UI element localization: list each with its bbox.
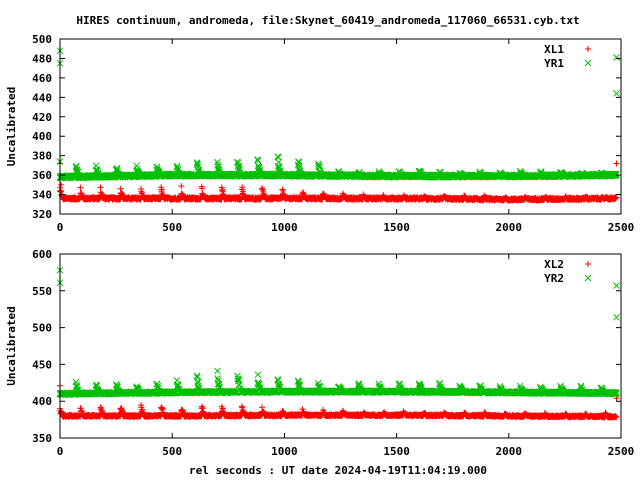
plot-frame [59, 38, 622, 215]
x-axis-label: rel seconds : UT date 2024-04-19T11:04:1… [189, 464, 487, 477]
x-tick-label: 1000 [271, 221, 298, 234]
series-xl1 [57, 160, 620, 204]
y-tick-label: 500 [32, 33, 52, 46]
data-point [178, 183, 185, 190]
y-tick-label: 340 [32, 189, 52, 202]
legend-marker-xl1 [585, 46, 591, 52]
y-tick-label: 320 [32, 208, 52, 221]
outlier-point [58, 181, 65, 188]
y-axis-label: Uncalibrated [5, 87, 18, 166]
y-tick-label: 380 [32, 150, 52, 163]
legend-label-yr1: YR1 [544, 57, 564, 70]
data-points [56, 266, 620, 421]
y-tick-label: 440 [32, 91, 52, 104]
x-tick-label: 0 [57, 221, 64, 234]
x-tick-label: 2000 [496, 221, 523, 234]
data-point [239, 184, 246, 191]
legend-label-xl1: XL1 [544, 43, 564, 56]
x-tick-label: 1500 [383, 221, 410, 234]
x-tick-label: 500 [162, 221, 182, 234]
y-tick-label: 400 [32, 130, 52, 143]
y-tick-label: 480 [32, 52, 52, 65]
y-tick-label: 420 [32, 111, 52, 124]
chart-title: HIRES continuum, andromeda, file:Skynet_… [76, 14, 579, 27]
outlier-point [613, 90, 620, 97]
legend-marker-yr1 [584, 59, 592, 67]
series-yr1 [56, 47, 620, 182]
outlier-point [613, 160, 620, 167]
panel-top: 320 340 360 380 400 420 440 460 480 500 0 500 1000 15… [5, 33, 634, 234]
data-point [199, 185, 205, 192]
data-point [77, 184, 84, 191]
data-points [56, 47, 620, 204]
x-tick-label: 2500 [608, 221, 635, 234]
outlier-point [613, 54, 620, 61]
y-tick-label: 360 [32, 169, 52, 182]
y-tick-label: 460 [32, 72, 52, 85]
